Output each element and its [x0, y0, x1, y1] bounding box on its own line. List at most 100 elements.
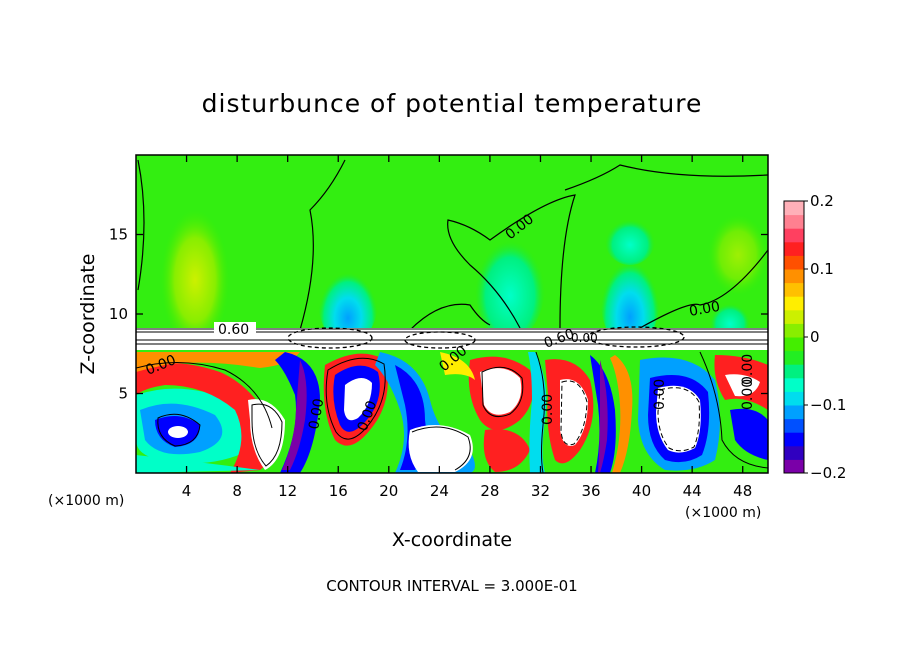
colorbar-swatch	[784, 201, 804, 216]
colorbar-tick-label: 0.2	[810, 192, 834, 210]
contour-line	[481, 366, 524, 417]
colorbar-swatch	[784, 445, 804, 460]
contour-line	[411, 426, 471, 471]
colorbar-swatch	[784, 432, 804, 447]
x-tick-label: 32	[531, 482, 550, 500]
x-tick-label: 36	[581, 482, 600, 500]
colorbar-swatch	[784, 296, 804, 311]
colorbar-swatch	[784, 323, 804, 338]
contour-line	[157, 413, 201, 447]
colorbar-swatch	[784, 418, 804, 433]
x-axis-label: X-coordinate	[392, 529, 512, 551]
x-tick-label: 16	[329, 482, 348, 500]
field-blob	[136, 362, 274, 473]
contour-line	[535, 351, 545, 473]
colorbar-swatch	[784, 214, 804, 229]
field-blob	[600, 240, 660, 350]
colorbar-swatch	[784, 459, 804, 474]
colorbar-tick-label: 0.1	[810, 260, 834, 278]
field-blob	[483, 429, 530, 472]
colorbar-swatch	[784, 337, 804, 352]
plot-area	[136, 155, 768, 473]
field-blob	[708, 215, 768, 295]
field-blob	[725, 374, 760, 397]
field-blob	[598, 360, 608, 473]
contour-label: 0.00	[571, 331, 598, 345]
colorbar-swatch	[784, 391, 804, 406]
colorbar-ticks: 0.2 0.1 0 −0.1 −0.2	[804, 192, 846, 482]
y-axis-label: Z-coordinate	[77, 254, 99, 375]
contour-label: 0.60	[218, 322, 249, 338]
colorbar-swatch	[784, 241, 804, 256]
colorbar	[784, 201, 804, 474]
contour-line	[299, 159, 346, 331]
x-tick-label: 48	[733, 482, 752, 500]
colorbar-tick-label: −0.1	[810, 396, 846, 414]
colorbar-swatch	[784, 350, 804, 365]
contour-line	[639, 249, 768, 329]
x-tick-label: 28	[480, 482, 499, 500]
x-axis-ticks: 4 8 12 16 20 24 28 32 36 40 44 48	[182, 155, 752, 500]
field-blob	[656, 385, 701, 453]
x-tick-label: 8	[232, 482, 242, 500]
contour-label-bg	[214, 322, 256, 335]
x-tick-label: 44	[683, 482, 702, 500]
contour-line	[560, 380, 588, 446]
colorbar-swatch	[784, 364, 804, 379]
field-blob	[440, 352, 475, 380]
contour-dashed	[404, 331, 476, 349]
field-blob	[318, 255, 378, 345]
x-tick-label: 4	[182, 482, 192, 500]
field-blob	[560, 379, 588, 446]
field-blob	[605, 215, 655, 265]
contour-label: 0.00	[740, 354, 756, 385]
contour-dashed	[587, 326, 685, 348]
field-blob	[161, 210, 229, 350]
colorbar-swatch	[784, 405, 804, 420]
contour-line	[447, 194, 576, 329]
y-tick-label: 10	[109, 305, 128, 323]
field-blob	[282, 360, 307, 470]
contour-line	[699, 351, 768, 469]
colorbar-tick-label: −0.2	[810, 464, 846, 482]
contour-line	[325, 357, 386, 440]
contour-label: 0.00	[306, 397, 327, 430]
contour-line	[564, 164, 768, 191]
x-tick-label: 20	[379, 482, 398, 500]
field-blob	[136, 455, 260, 473]
chart-title: disturbunce of potential temperature	[202, 89, 703, 118]
colorbar-swatch	[784, 228, 804, 243]
field-blob	[730, 408, 768, 460]
colorbar-swatch	[784, 269, 804, 284]
colorbar-swatch	[784, 377, 804, 392]
y-tick-label: 15	[109, 226, 128, 244]
contour-line	[136, 362, 273, 429]
contour-line	[137, 159, 145, 291]
colorbar-swatch	[784, 309, 804, 324]
x-unit-left: (×1000 m)	[48, 493, 124, 509]
contour-label: 0.00	[652, 379, 668, 410]
field-blob	[610, 355, 633, 473]
field-blob	[344, 377, 372, 421]
contour-label: 0.00	[740, 379, 756, 410]
contour-line	[409, 303, 491, 331]
x-unit-right: (×1000 m)	[685, 505, 761, 521]
x-tick-label: 24	[430, 482, 449, 500]
contour-label: 0.00	[688, 299, 721, 320]
y-tick-label: 5	[118, 385, 128, 403]
contour-dashed	[287, 327, 373, 349]
contour-line	[251, 403, 283, 467]
contour-label: 0.00	[540, 394, 556, 425]
field-blob	[136, 352, 300, 372]
colorbar-tick-label: 0	[810, 328, 820, 346]
field-blob	[168, 426, 188, 438]
colorbar-swatch	[784, 282, 804, 297]
field-blob	[475, 230, 545, 340]
contour-interval-note: CONTOUR INTERVAL = 3.000E-01	[326, 577, 577, 595]
field-blob	[480, 368, 522, 415]
contour-line	[657, 387, 700, 452]
x-tick-label: 12	[278, 482, 297, 500]
x-tick-label: 40	[632, 482, 651, 500]
colorbar-swatch	[784, 255, 804, 270]
